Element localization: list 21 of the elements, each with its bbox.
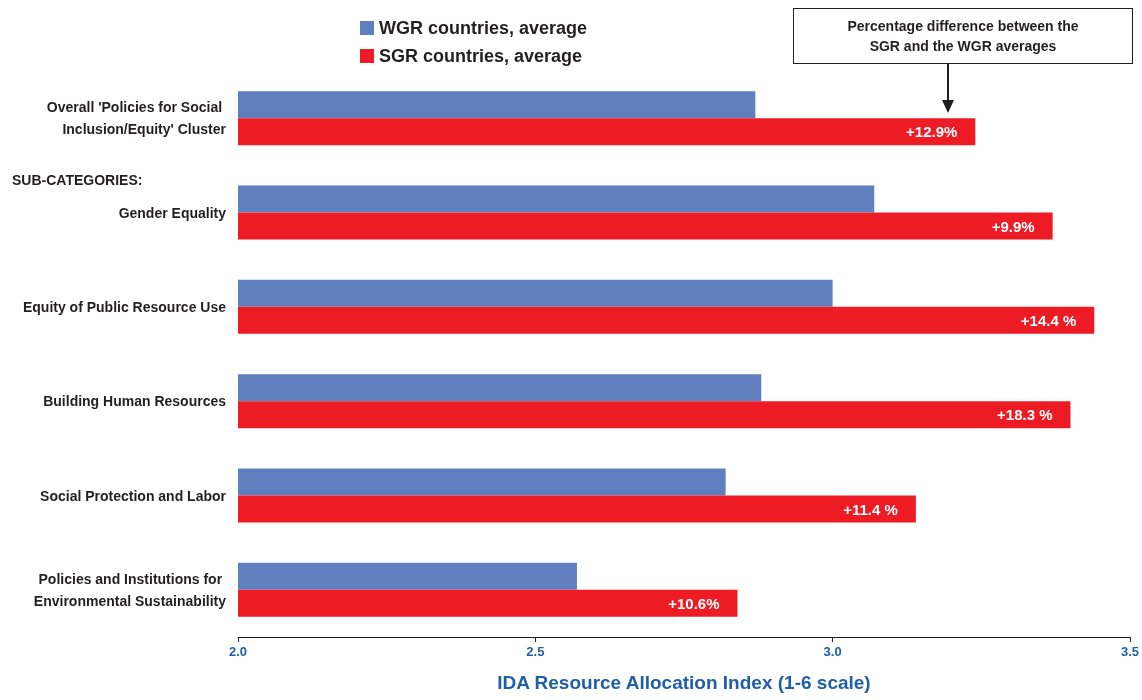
y-tick-label: Gender Equality — [118, 204, 227, 221]
annotation: +9.9% — [991, 217, 1035, 235]
y-tick-label: Building Human Resources — [43, 393, 227, 410]
legend-label: SGR countries, average — [379, 46, 583, 66]
y-tick-label: Policies and Institutions for Environmental Sustainability — [33, 570, 227, 609]
legend-label: WGR countries, average — [379, 18, 588, 38]
y-tick-label: Overall 'Policies for Social Inclusion/Equity' Cluster — [46, 99, 227, 138]
y-tick-label: Social Protection and Labor — [40, 487, 227, 504]
x-axis-title: IDA Resource Allocation Index (1-6 scale) — [497, 672, 871, 693]
annotation: +12.9% — [906, 123, 958, 141]
annotation: +11.4 % — [843, 500, 898, 518]
annotation: +10.6% — [668, 594, 720, 612]
x-tick-label: 2.0 — [228, 644, 248, 659]
annotation: +18.3 % — [997, 406, 1053, 424]
text: Percentage difference between the SGR and the WGR averages — [793, 8, 1133, 64]
x-tick-label: 3.0 — [823, 644, 842, 659]
text: SUB-CATEGORIES: — [12, 172, 143, 188]
annotation: +14.4 % — [1020, 311, 1077, 329]
x-tick-label: 2.5 — [526, 644, 545, 659]
y-tick-label: Equity of Public Resource Use — [22, 298, 227, 315]
x-tick-label: 3.5 — [1120, 644, 1139, 659]
